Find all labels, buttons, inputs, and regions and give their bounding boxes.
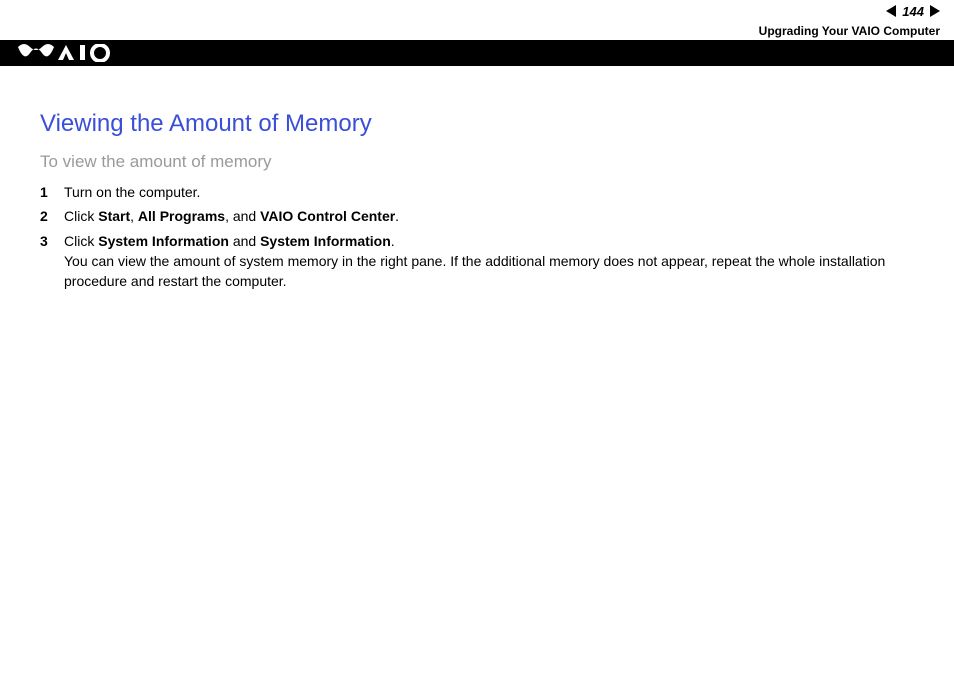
prev-page-arrow-icon[interactable] [886, 5, 896, 17]
text-run: . [395, 208, 399, 224]
page-number: 144 [900, 4, 926, 19]
text-run: . [391, 233, 395, 249]
text-run: Turn on the computer. [64, 184, 200, 200]
bold-term: All Programs [138, 208, 225, 224]
step-item: Click System Information and System Info… [40, 231, 926, 292]
text-run: Click [64, 233, 98, 249]
step-item: Click Start, All Programs, and VAIO Cont… [40, 206, 926, 226]
bold-term: System Information [260, 233, 391, 249]
step-text: Click Start, All Programs, and VAIO Cont… [64, 206, 926, 226]
bold-term: System Information [98, 233, 229, 249]
step-extra-text: You can view the amount of system memory… [64, 251, 926, 292]
text-run: , [130, 208, 138, 224]
section-label: Upgrading Your VAIO Computer [759, 24, 940, 38]
text-run: and [229, 233, 260, 249]
vaio-logo-icon [18, 44, 112, 62]
bold-term: Start [98, 208, 130, 224]
steps-list: Turn on the computer. Click Start, All Pr… [40, 182, 926, 291]
text-run: , and [225, 208, 260, 224]
text-run: Click [64, 208, 98, 224]
bold-term: VAIO Control Center [260, 208, 395, 224]
page-subtitle: To view the amount of memory [40, 152, 926, 172]
next-page-arrow-icon[interactable] [930, 5, 940, 17]
step-item: Turn on the computer. [40, 182, 926, 202]
header-black-bar [0, 40, 954, 66]
page-content: Viewing the Amount of Memory To view the… [40, 110, 926, 295]
page-number-nav: 144 [886, 4, 940, 19]
top-bar: 144 [0, 0, 954, 22]
step-text: Turn on the computer. [64, 182, 926, 202]
step-text: Click System Information and System Info… [64, 231, 926, 251]
page-title: Viewing the Amount of Memory [40, 110, 926, 138]
